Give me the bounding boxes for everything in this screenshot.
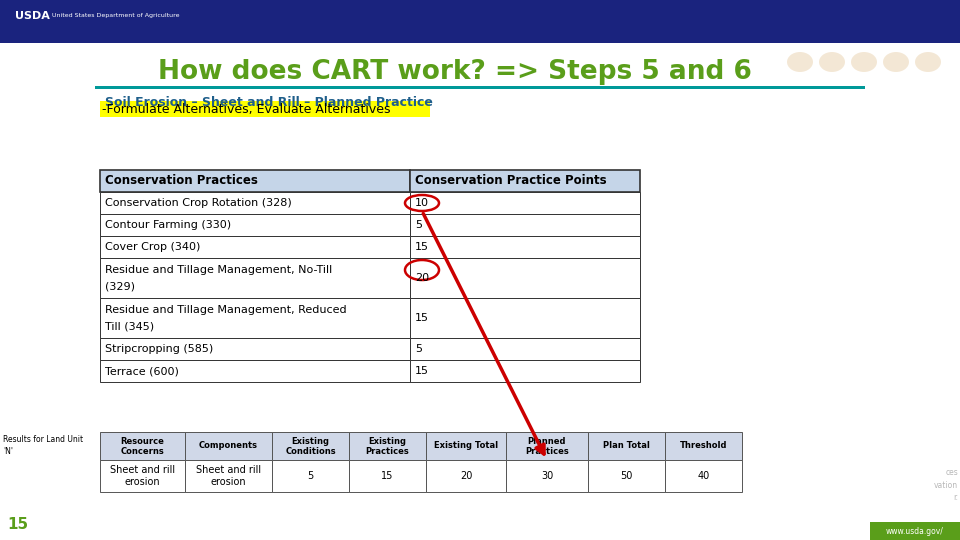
Text: www.usda.gov/: www.usda.gov/ xyxy=(886,526,944,536)
FancyBboxPatch shape xyxy=(588,460,665,492)
Text: Threshold: Threshold xyxy=(680,442,728,450)
Text: 5: 5 xyxy=(415,220,422,230)
Text: Existing: Existing xyxy=(369,436,406,446)
FancyBboxPatch shape xyxy=(95,86,865,89)
Text: Resource: Resource xyxy=(121,436,164,446)
Text: Soil Erosion – Sheet and Rill – Planned Practice: Soil Erosion – Sheet and Rill – Planned … xyxy=(105,96,433,109)
Ellipse shape xyxy=(819,52,845,72)
Text: 15: 15 xyxy=(415,313,429,323)
FancyBboxPatch shape xyxy=(100,236,410,258)
Text: Planned: Planned xyxy=(528,436,566,446)
Text: Contour Farming (330): Contour Farming (330) xyxy=(105,220,231,230)
FancyBboxPatch shape xyxy=(100,460,185,492)
Text: 40: 40 xyxy=(697,471,709,481)
Text: Components: Components xyxy=(199,442,258,450)
Text: USDA: USDA xyxy=(15,11,50,21)
Ellipse shape xyxy=(883,52,909,72)
FancyBboxPatch shape xyxy=(588,432,665,460)
Text: 15: 15 xyxy=(8,517,29,532)
FancyBboxPatch shape xyxy=(100,338,410,360)
FancyBboxPatch shape xyxy=(506,460,588,492)
Text: Residue and Tillage Management, Reduced: Residue and Tillage Management, Reduced xyxy=(105,305,347,315)
Text: erosion: erosion xyxy=(210,477,247,487)
FancyBboxPatch shape xyxy=(185,460,272,492)
FancyBboxPatch shape xyxy=(0,0,960,43)
Text: 15: 15 xyxy=(415,366,429,376)
Text: Residue and Tillage Management, No-Till: Residue and Tillage Management, No-Till xyxy=(105,265,332,275)
FancyBboxPatch shape xyxy=(100,192,410,214)
Text: Practices: Practices xyxy=(366,447,409,456)
FancyBboxPatch shape xyxy=(426,432,506,460)
Text: 50: 50 xyxy=(620,471,633,481)
Text: Conservation Crop Rotation (328): Conservation Crop Rotation (328) xyxy=(105,198,292,208)
Text: Practices: Practices xyxy=(525,447,569,456)
Text: 5: 5 xyxy=(307,471,314,481)
Ellipse shape xyxy=(915,52,941,72)
FancyBboxPatch shape xyxy=(410,360,640,382)
Text: ces
vation
r.: ces vation r. xyxy=(934,468,958,502)
Text: Cover Crop (340): Cover Crop (340) xyxy=(105,242,201,252)
FancyBboxPatch shape xyxy=(870,522,960,540)
Text: 20: 20 xyxy=(460,471,472,481)
FancyBboxPatch shape xyxy=(426,460,506,492)
FancyBboxPatch shape xyxy=(410,258,640,298)
FancyBboxPatch shape xyxy=(100,170,410,192)
FancyBboxPatch shape xyxy=(410,192,640,214)
Text: How does CART work? => Steps 5 and 6: How does CART work? => Steps 5 and 6 xyxy=(158,59,752,85)
Text: Till (345): Till (345) xyxy=(105,322,155,332)
FancyBboxPatch shape xyxy=(410,298,640,338)
FancyBboxPatch shape xyxy=(410,236,640,258)
Text: 15: 15 xyxy=(381,471,394,481)
Text: Conservation Practice Points: Conservation Practice Points xyxy=(415,174,607,187)
FancyBboxPatch shape xyxy=(349,460,426,492)
Ellipse shape xyxy=(787,52,813,72)
FancyBboxPatch shape xyxy=(100,214,410,236)
Text: 20: 20 xyxy=(415,273,429,283)
FancyBboxPatch shape xyxy=(665,432,742,460)
FancyBboxPatch shape xyxy=(410,338,640,360)
FancyBboxPatch shape xyxy=(185,432,272,460)
FancyBboxPatch shape xyxy=(100,258,410,298)
Text: -Formulate Alternatives, Evaluate Alternatives: -Formulate Alternatives, Evaluate Altern… xyxy=(102,103,391,116)
Text: Results for Land Unit
'N': Results for Land Unit 'N' xyxy=(3,435,84,456)
Text: 15: 15 xyxy=(415,242,429,252)
Text: United States Department of Agriculture: United States Department of Agriculture xyxy=(52,14,180,18)
FancyBboxPatch shape xyxy=(100,298,410,338)
FancyBboxPatch shape xyxy=(100,101,430,117)
Text: erosion: erosion xyxy=(125,477,160,487)
Text: 10: 10 xyxy=(415,198,429,208)
Text: 5: 5 xyxy=(415,344,422,354)
FancyBboxPatch shape xyxy=(272,460,349,492)
Text: Existing Total: Existing Total xyxy=(434,442,498,450)
Text: Concerns: Concerns xyxy=(121,447,164,456)
Text: Terrace (600): Terrace (600) xyxy=(105,366,179,376)
FancyBboxPatch shape xyxy=(272,432,349,460)
Text: Sheet and rill: Sheet and rill xyxy=(110,465,175,475)
FancyBboxPatch shape xyxy=(100,360,410,382)
Text: Sheet and rill: Sheet and rill xyxy=(196,465,261,475)
Text: Existing: Existing xyxy=(292,436,329,446)
Text: Conditions: Conditions xyxy=(285,447,336,456)
Text: Plan Total: Plan Total xyxy=(603,442,650,450)
FancyBboxPatch shape xyxy=(506,432,588,460)
FancyBboxPatch shape xyxy=(410,170,640,192)
Text: 30: 30 xyxy=(540,471,553,481)
Ellipse shape xyxy=(851,52,877,72)
FancyBboxPatch shape xyxy=(100,432,185,460)
FancyBboxPatch shape xyxy=(665,460,742,492)
Text: Stripcropping (585): Stripcropping (585) xyxy=(105,344,213,354)
FancyBboxPatch shape xyxy=(349,432,426,460)
Text: Conservation Practices: Conservation Practices xyxy=(105,174,258,187)
FancyBboxPatch shape xyxy=(410,214,640,236)
Text: (329): (329) xyxy=(105,282,135,292)
